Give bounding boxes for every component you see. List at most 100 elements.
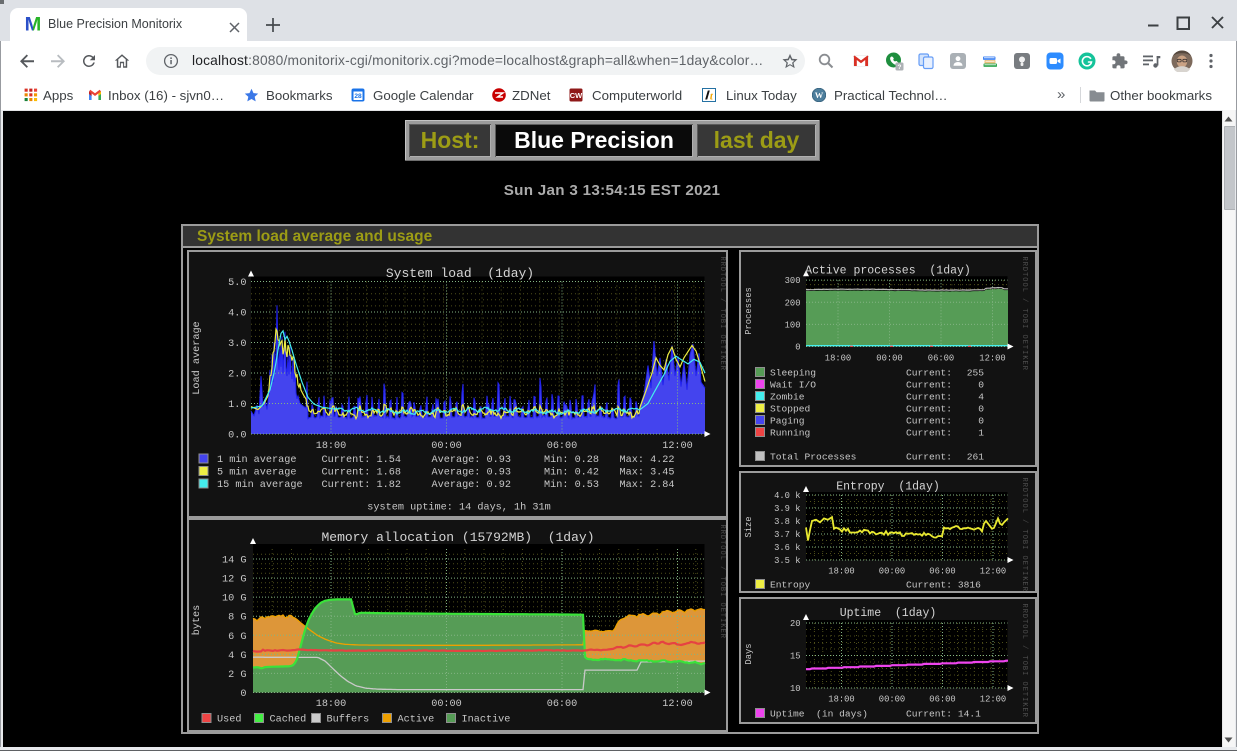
svg-text:00:00: 00:00 [879, 567, 905, 577]
svg-text:Max: 3.45: Max: 3.45 [620, 468, 675, 479]
svg-text:RRDTOOL / TOBI OETIKER: RRDTOOL / TOBI OETIKER [1020, 604, 1028, 718]
svg-text:Inactive: Inactive [462, 714, 511, 726]
svg-text:Current: 1.68: Current: 1.68 [322, 468, 401, 479]
svg-text:RRDTOOL / TOBI OETIKER: RRDTOOL / TOBI OETIKER [718, 257, 726, 371]
svg-text:12:00: 12:00 [980, 695, 1006, 705]
svg-text:06:00: 06:00 [929, 695, 955, 705]
svg-text:Average: 0.93: Average: 0.93 [432, 455, 511, 466]
svg-text:0: 0 [795, 343, 800, 353]
svg-text:Uptime (1day): Uptime (1day) [840, 607, 937, 620]
svg-text:00:00: 00:00 [431, 699, 462, 710]
svg-text:Current: 3816: Current: 3816 [906, 580, 981, 591]
svg-text:Total Processes: Total Processes [770, 452, 856, 463]
svg-text:Stopped: Stopped [770, 404, 810, 415]
svg-text:Min: 0.28: Min: 0.28 [544, 454, 599, 466]
svg-text:CW: CW [570, 91, 583, 100]
svg-text:18:00: 18:00 [316, 441, 347, 452]
svg-text:4: 4 [978, 392, 984, 403]
svg-text:3.5 k: 3.5 k [774, 556, 800, 566]
svg-text:M: M [25, 16, 42, 34]
svg-text:2 G: 2 G [228, 670, 246, 681]
svg-text:0: 0 [978, 416, 984, 427]
svg-text:18:00: 18:00 [316, 699, 347, 710]
svg-text:Active processes (1day): Active processes (1day) [805, 265, 971, 278]
svg-text:3.8 k: 3.8 k [774, 517, 800, 527]
svg-text:RRDTOOL / TOBI OETIKER: RRDTOOL / TOBI OETIKER [718, 525, 726, 639]
svg-text:bytes: bytes [191, 605, 203, 636]
svg-text:Memory allocation (15792MB) (: Memory allocation (15792MB) (1day) [321, 530, 594, 545]
svg-text:12:00: 12:00 [979, 354, 1005, 364]
svg-text:Current:: Current: [906, 452, 952, 463]
svg-text:15 min average: 15 min average [217, 479, 303, 491]
svg-text:Current: 1.54: Current: 1.54 [322, 455, 401, 466]
svg-text:6 G: 6 G [228, 632, 246, 643]
svg-text:300: 300 [785, 276, 801, 286]
svg-text:Entropy (1day): Entropy (1day) [836, 481, 940, 494]
svg-text:0.0: 0.0 [228, 431, 246, 442]
svg-text:1.0: 1.0 [228, 400, 246, 411]
svg-text:Current:: Current: [906, 404, 952, 415]
svg-text:18:00: 18:00 [828, 695, 854, 705]
svg-text:Size: Size [744, 516, 754, 537]
svg-text:RRDTOOL / TOBI OETIKER: RRDTOOL / TOBI OETIKER [1020, 478, 1028, 592]
svg-text:System load (1day): System load (1day) [386, 266, 534, 281]
svg-text:Min: 0.42: Min: 0.42 [544, 467, 599, 479]
svg-text:Min: 0.53: Min: 0.53 [544, 479, 599, 491]
svg-text:4.0 k: 4.0 k [774, 491, 800, 501]
svg-text:15: 15 [790, 652, 801, 662]
svg-text:0: 0 [978, 404, 984, 415]
svg-text:8 G: 8 G [228, 613, 246, 624]
svg-text:Current:: Current: [906, 416, 952, 427]
svg-text:261: 261 [967, 452, 985, 463]
svg-text:20: 20 [790, 619, 801, 629]
svg-text:06:00: 06:00 [928, 354, 954, 364]
svg-text:200: 200 [785, 298, 801, 308]
svg-text:Buffers: Buffers [327, 714, 370, 726]
svg-text:Current: 1.82: Current: 1.82 [322, 480, 401, 491]
svg-text:Sleeping: Sleeping [770, 368, 816, 379]
svg-text:100: 100 [785, 320, 801, 330]
svg-text:12:00: 12:00 [980, 567, 1006, 577]
svg-text:0: 0 [978, 380, 984, 391]
svg-text:Zombie: Zombie [770, 392, 805, 403]
svg-text:system uptime: 14 days, 1h 31m: system uptime: 14 days, 1h 31m [367, 502, 550, 514]
svg-text:?: ? [898, 64, 902, 71]
svg-text:Average: 0.93: Average: 0.93 [432, 468, 511, 479]
svg-text:Paging: Paging [770, 416, 805, 427]
svg-text:Wait I/O: Wait I/O [770, 380, 816, 391]
svg-text:Processes: Processes [744, 287, 754, 335]
svg-text:3.0: 3.0 [228, 339, 246, 350]
svg-text:Active: Active [398, 714, 435, 726]
svg-text:12 G: 12 G [222, 575, 246, 586]
svg-text:Uptime (in days): Uptime (in days) [770, 709, 868, 720]
svg-text:00:00: 00:00 [876, 354, 902, 364]
svg-text:06:00: 06:00 [929, 567, 955, 577]
svg-text:5 min average: 5 min average [217, 467, 296, 479]
svg-text:Days: Days [744, 643, 754, 664]
svg-text:Running: Running [770, 428, 810, 439]
svg-text:00:00: 00:00 [879, 695, 905, 705]
svg-text:10 G: 10 G [222, 594, 246, 605]
svg-text:Cached: Cached [270, 714, 307, 726]
svg-text:2.0: 2.0 [228, 370, 246, 381]
svg-text:Load average: Load average [191, 321, 203, 394]
svg-text:3.7 k: 3.7 k [774, 530, 800, 540]
svg-text:5.0: 5.0 [228, 278, 246, 289]
svg-text:Current:: Current: [906, 428, 952, 439]
svg-text:3.6 k: 3.6 k [774, 543, 800, 553]
svg-text:Average: 0.92: Average: 0.92 [432, 480, 511, 491]
svg-text:18:00: 18:00 [828, 567, 854, 577]
svg-text:0: 0 [240, 689, 246, 700]
svg-text:1: 1 [978, 428, 984, 439]
svg-text:10: 10 [790, 684, 801, 694]
svg-text:28: 28 [354, 93, 362, 100]
svg-text:W: W [815, 90, 824, 100]
svg-text:00:00: 00:00 [431, 441, 462, 452]
svg-text:3.9 k: 3.9 k [774, 504, 800, 514]
svg-text:Current:: Current: [906, 380, 952, 391]
svg-text:Used: Used [217, 714, 241, 726]
svg-text:Entropy: Entropy [770, 580, 811, 591]
svg-text:06:00: 06:00 [547, 699, 578, 710]
svg-text:Current:: Current: [906, 392, 952, 403]
svg-text:4.0: 4.0 [228, 309, 246, 320]
